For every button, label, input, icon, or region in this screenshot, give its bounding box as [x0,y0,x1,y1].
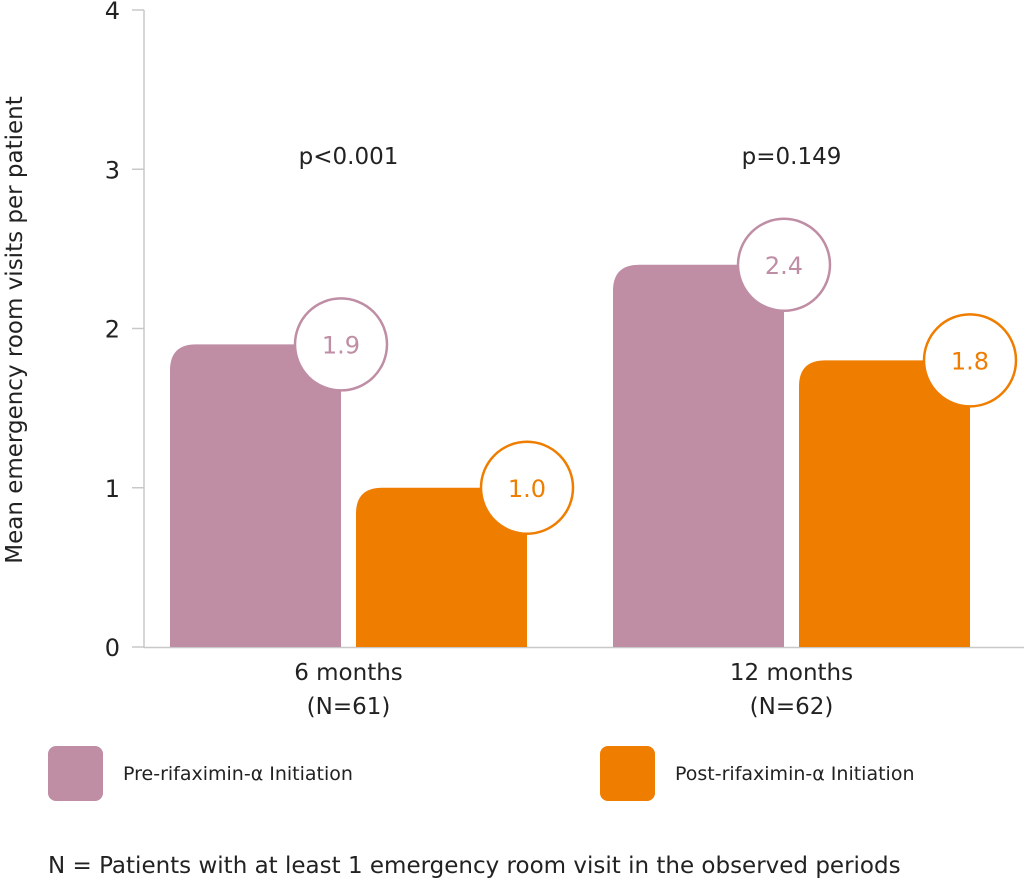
data-label: 1.8 [951,347,989,375]
x-tick-sublabel: (N=61) [307,694,391,720]
legend-label-pre: Pre-rifaximin-α Initiation [123,762,353,785]
p-value-label: p<0.001 [299,144,399,170]
bar-pre-1 [613,264,784,647]
data-label: 1.9 [322,331,360,359]
y-tick-label: 4 [105,0,120,25]
bars-group: 1.9 1.0 2.4 1.8 [170,217,1018,647]
x-tick-label: 12 months [730,660,853,686]
y-axis-ticks: 0 1 2 3 4 [105,0,144,662]
y-axis-title: Mean emergency room visits per patient [2,96,28,564]
x-axis-labels: 6 months (N=61) 12 months (N=62) [294,660,853,720]
legend-item-post: Post-rifaximin-α Initiation [600,746,915,801]
y-tick-label: 1 [105,475,120,503]
p-value-label: p=0.149 [742,144,842,170]
bar-pre-0 [170,344,341,647]
value-bubble [922,313,1018,408]
legend-item-pre: Pre-rifaximin-α Initiation [48,746,353,801]
data-label: 1.0 [508,475,546,503]
p-value-annotations: p<0.001 p=0.149 [299,144,842,170]
legend-swatch-post [600,746,655,801]
y-tick-label: 0 [105,634,120,662]
x-tick-sublabel: (N=62) [750,694,834,720]
value-bubble [293,297,389,392]
legend-label-post: Post-rifaximin-α Initiation [675,762,915,785]
footnote: N = Patients with at least 1 emergency r… [48,853,901,879]
x-tick-label: 6 months [294,660,403,686]
y-tick-label: 2 [105,316,120,344]
value-bubble [736,217,832,313]
data-label: 2.4 [765,252,803,280]
bar-post-0 [356,487,527,647]
bar-post-1 [799,360,970,647]
y-tick-label: 3 [105,156,120,184]
bar-chart: Mean emergency room visits per patient 0… [2,0,1024,720]
value-bubble [479,440,575,535]
legend-swatch-pre [48,746,103,801]
